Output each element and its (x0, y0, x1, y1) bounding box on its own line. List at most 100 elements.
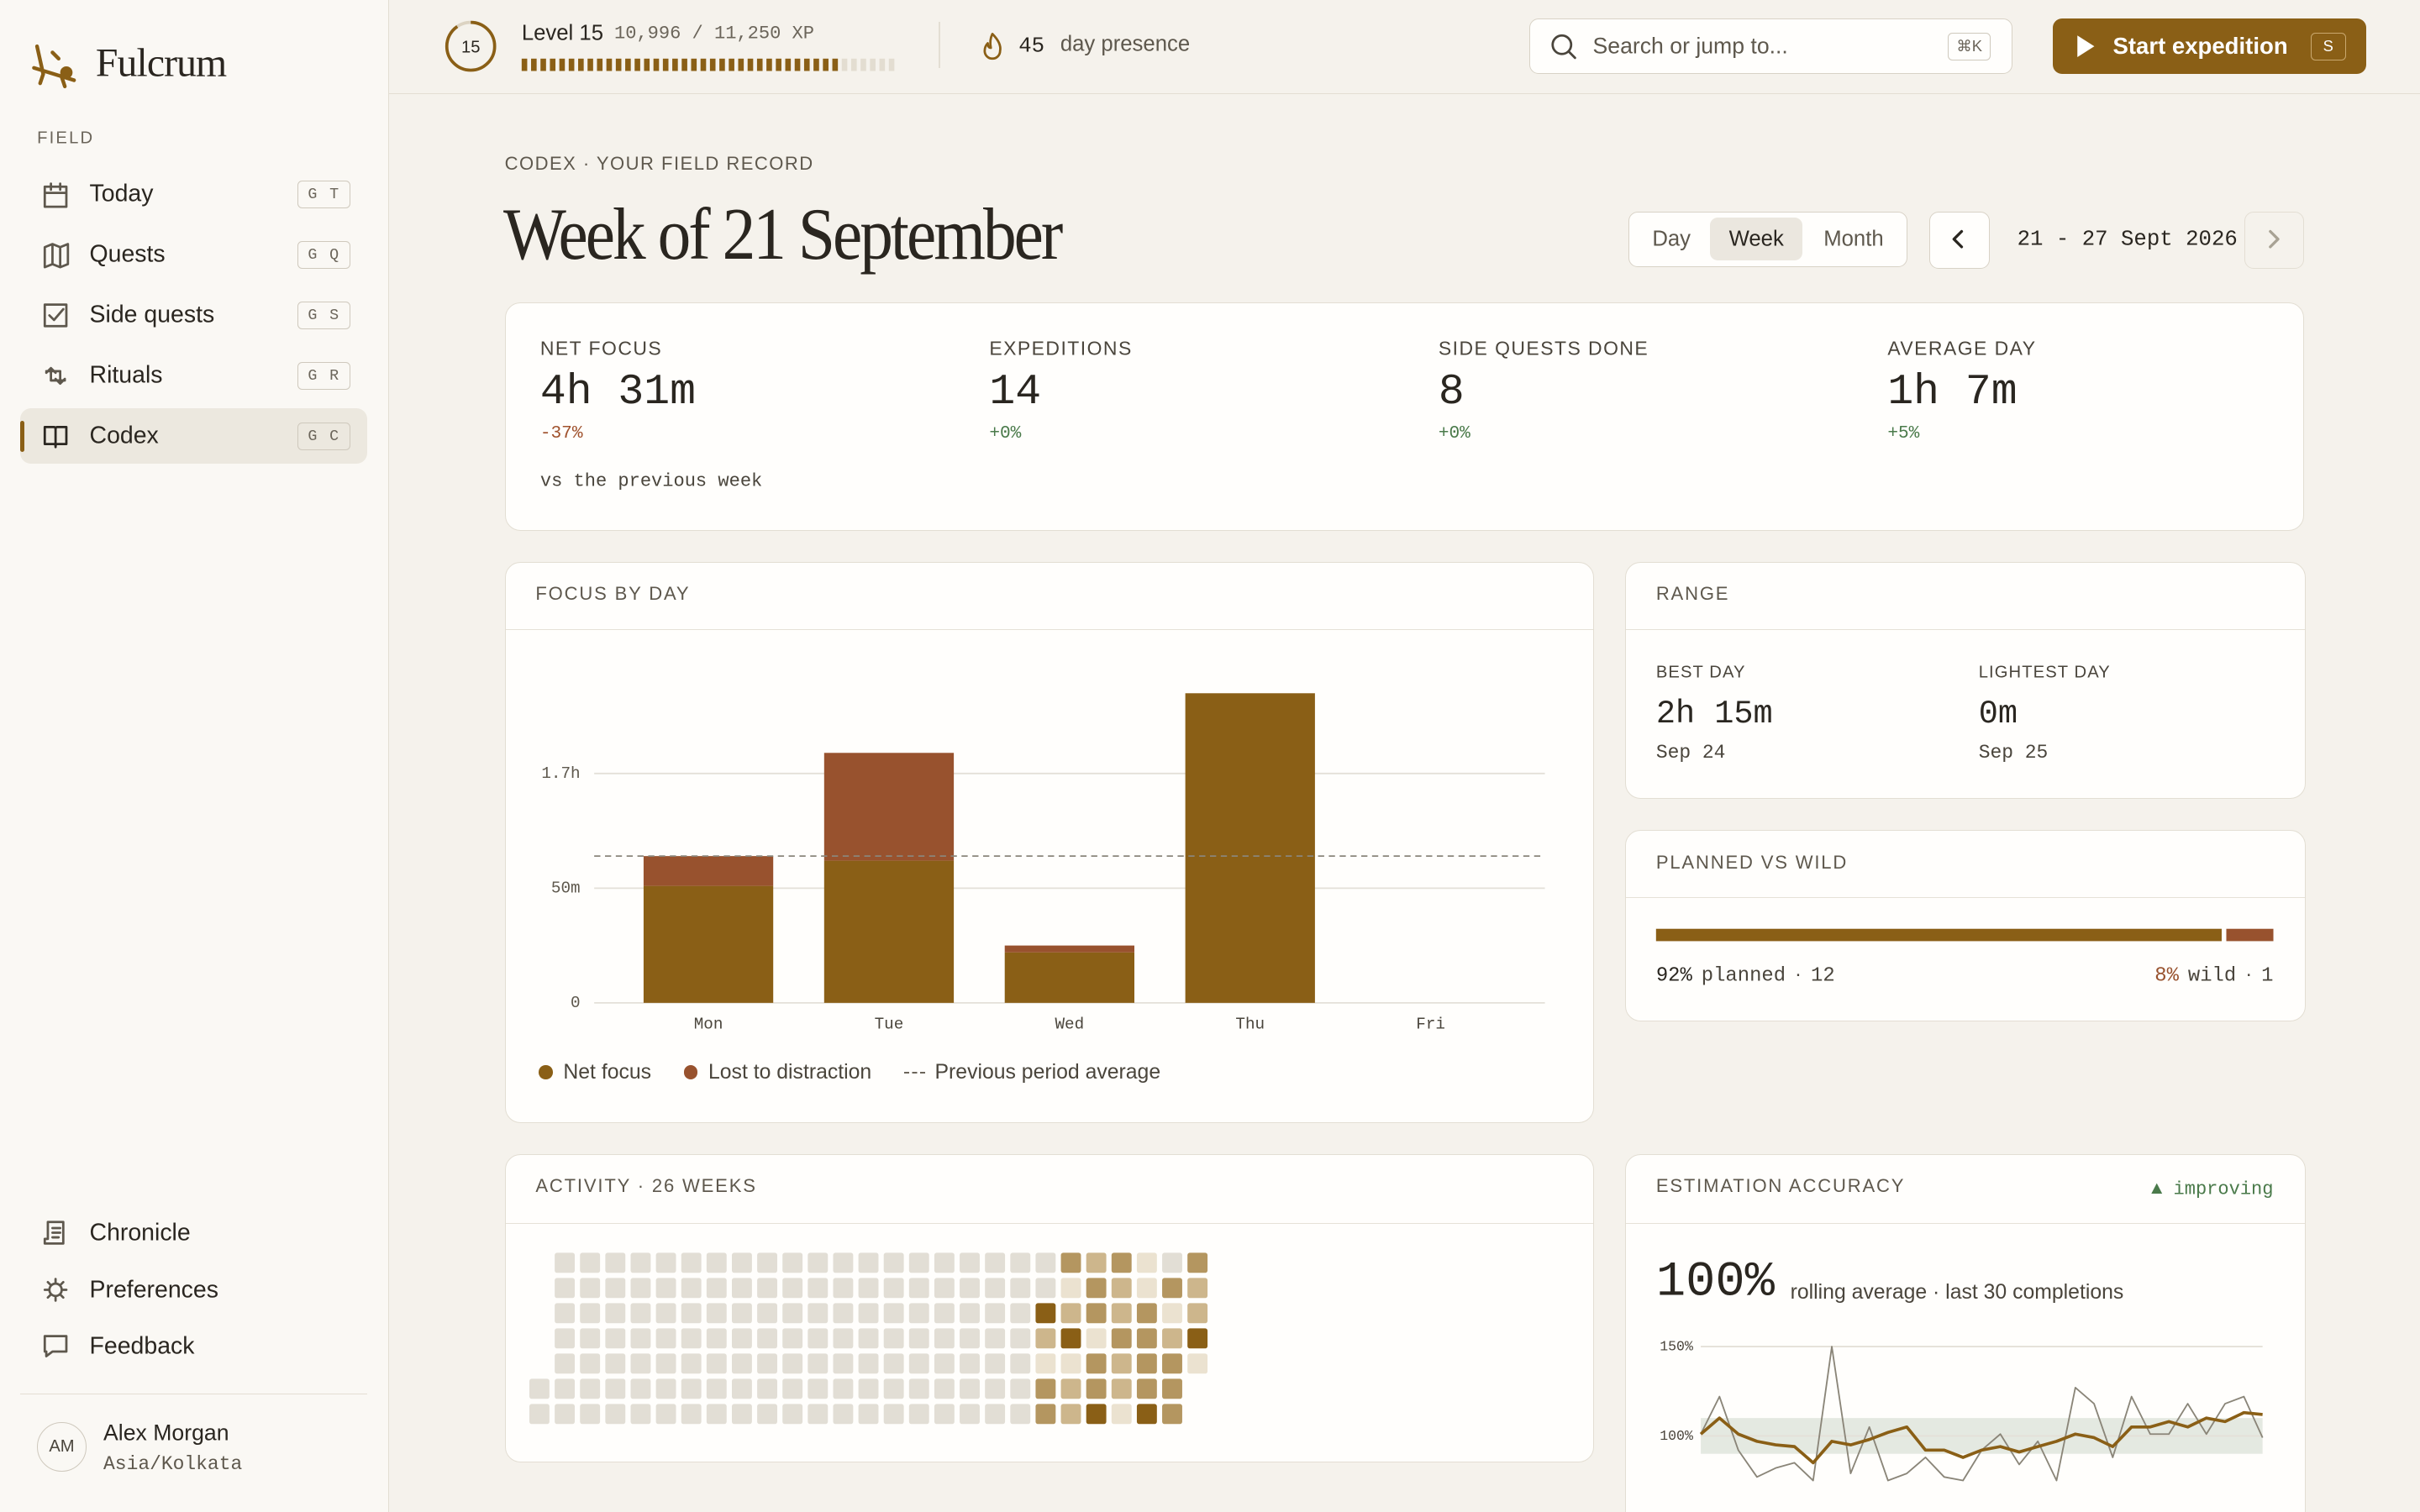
stat-delta: +0% (989, 423, 1022, 444)
stats-card (504, 302, 2305, 531)
card-header-rule (1626, 1222, 2306, 1224)
stat-delta: -37% (539, 423, 583, 444)
series-name: wild (2187, 964, 2237, 988)
topbar (388, 0, 2420, 95)
range-value: 0m (1978, 696, 2018, 733)
planned-card (1625, 830, 2307, 1021)
accuracy-card (1625, 1153, 2307, 1512)
cta-button[interactable] (2052, 18, 2366, 75)
user-timezone: Asia/Kolkata (103, 1453, 243, 1476)
card-title: RANGE (1655, 583, 1730, 605)
range-label: LIGHTEST DAY (1978, 663, 2111, 682)
legend-item: Net focus (539, 1061, 651, 1084)
xp-label: 10,996 / 11,250 XP (614, 23, 814, 45)
user-name: Alex Morgan (103, 1420, 229, 1446)
card-header-rule (505, 628, 1594, 630)
date-range: 21 - 27 Sept 2026 (2017, 227, 2238, 252)
nav-label[interactable]: Rituals (89, 361, 163, 389)
nav-shortcut: G T (297, 180, 350, 208)
range-label: BEST DAY (1655, 663, 1746, 682)
cta-shortcut: S (2310, 32, 2346, 60)
level-label: Level 15 (521, 21, 603, 45)
nav-label[interactable]: Side quests (89, 301, 215, 328)
stat-value: 4h 31m (539, 367, 696, 417)
nav-label[interactable]: Today (89, 180, 154, 207)
headline-value: 100% (1655, 1253, 1775, 1310)
topbar-divider (938, 21, 940, 68)
card-header-rule (1626, 628, 2306, 630)
streak-count: 45 (1018, 34, 1045, 59)
nav-active-accent (19, 421, 25, 452)
search-placeholder: Search or jump to... (1592, 33, 1788, 59)
legend-swatch (539, 1065, 553, 1079)
card-title: ESTIMATION ACCURACY (1655, 1175, 1906, 1197)
cta-label[interactable]: Start expedition (2112, 33, 2288, 60)
legend: Net focus Lost to distraction Previous per… (539, 1061, 1160, 1084)
section-label: FIELD (37, 129, 95, 148)
stat-value: 1h 7m (1887, 367, 2018, 417)
stats-note: vs the previous week (539, 470, 763, 492)
period-option[interactable]: Day (1652, 227, 1691, 251)
period-active-bg (1710, 217, 1803, 261)
search-box[interactable] (1529, 18, 2013, 75)
legend-label: Net focus (563, 1060, 652, 1084)
streak-label: day presence (1060, 32, 1191, 56)
range-date: Sep 25 (1978, 742, 2049, 764)
search-shortcut: ⌘K (1947, 32, 1991, 60)
page-title: Week of 21 September (502, 193, 1063, 276)
stat-delta: +5% (1887, 423, 1920, 444)
card-header-rule (1626, 897, 2306, 898)
value-label: 92% (1655, 964, 1692, 988)
nav-label[interactable]: Preferences (89, 1276, 218, 1303)
legend-item: Previous period average (903, 1060, 1161, 1084)
range-card (1625, 561, 2307, 800)
separator: · (1795, 963, 1802, 986)
nav-active-bg (19, 408, 368, 465)
prev-button[interactable] (1928, 211, 1990, 269)
count: 1 (2261, 964, 2274, 988)
legend-swatch (683, 1065, 698, 1079)
legend-item: Lost to distraction (683, 1060, 872, 1084)
nav-shortcut: G C (297, 422, 350, 450)
stat-delta: +0% (1438, 423, 1470, 444)
avatar[interactable]: AM (37, 1422, 87, 1473)
sidebar-divider (19, 1393, 368, 1395)
nav-label[interactable]: Feedback (89, 1332, 195, 1360)
trend-badge: ▲ improving (2151, 1179, 2274, 1200)
focus-card (504, 561, 1595, 1124)
card-title: PLANNED VS WILD (1655, 851, 1849, 873)
nav-shortcut: G Q (297, 240, 350, 269)
range-date: Sep 24 (1655, 742, 1726, 764)
headline-subtitle: rolling average · last 30 completions (1790, 1281, 2124, 1305)
legend-label: Previous period average (934, 1060, 1161, 1084)
stat-value: 14 (989, 367, 1042, 417)
card-header-rule (505, 1222, 1594, 1224)
nav-shortcut: G S (297, 301, 350, 329)
card-title: FOCUS BY DAY (535, 583, 691, 605)
stat-label: SIDE QUESTS DONE (1438, 337, 1649, 360)
legend-swatch (903, 1071, 926, 1074)
value-label: 8% (2154, 964, 2179, 988)
nav-label[interactable]: Codex (89, 422, 159, 449)
next-button[interactable] (2244, 211, 2305, 269)
period-option[interactable]: Month (1823, 227, 1884, 251)
count: 12 (1811, 964, 1835, 988)
period-option[interactable]: Week (1728, 227, 1784, 251)
stat-label: AVERAGE DAY (1887, 337, 2037, 360)
brand-name: Fulcrum (95, 40, 227, 86)
legend-label: Lost to distraction (708, 1060, 872, 1084)
nav-shortcut: G R (297, 361, 350, 390)
nav-label[interactable]: Quests (89, 240, 166, 268)
series-name: planned (1701, 964, 1786, 988)
eyebrow: CODEX · YOUR FIELD RECORD (504, 152, 814, 174)
bar-caption: 92% planned · 12 (1656, 963, 1835, 987)
range-value: 2h 15m (1655, 696, 1773, 733)
bar-caption: 8% wild · 1 (2154, 963, 2273, 987)
card-title: ACTIVITY · 26 WEEKS (535, 1175, 757, 1197)
stat-label: NET FOCUS (539, 337, 663, 360)
separator: · (2245, 963, 2253, 986)
nav-label[interactable]: Chronicle (89, 1219, 191, 1247)
